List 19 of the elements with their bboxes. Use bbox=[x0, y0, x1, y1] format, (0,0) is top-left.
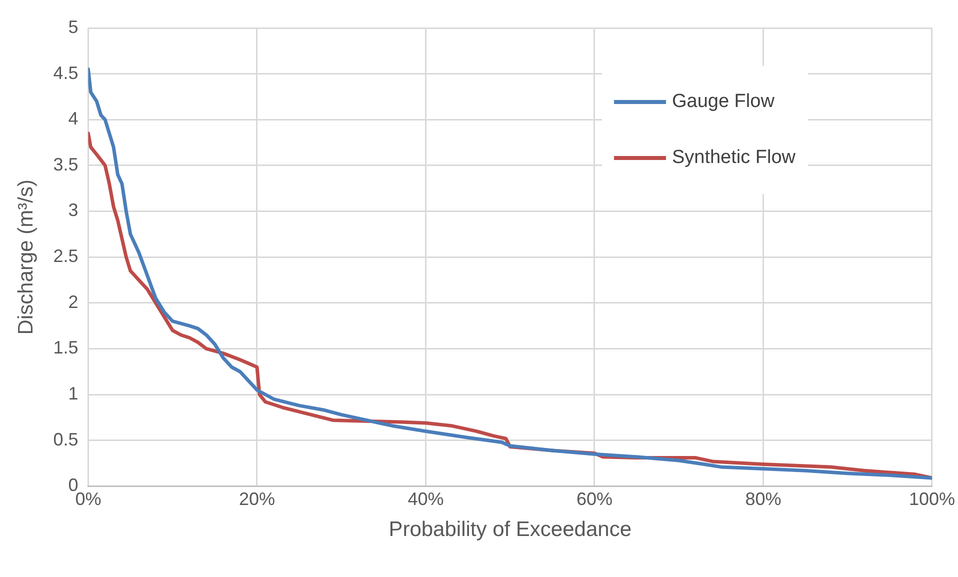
y-tick-label: 4 bbox=[68, 108, 78, 129]
y-tick-label: 3.5 bbox=[53, 154, 78, 174]
y-axis-title: Discharge (m³/s) bbox=[14, 180, 38, 335]
x-tick-label: 40% bbox=[408, 488, 444, 509]
x-tick-label: 20% bbox=[238, 488, 275, 509]
y-tick-label: 4.5 bbox=[53, 62, 78, 83]
y-tick-label: 3 bbox=[68, 200, 78, 220]
x-tick-label: 80% bbox=[745, 488, 782, 509]
y-tick-label: 0.5 bbox=[53, 429, 78, 450]
y-tick-label: 2.5 bbox=[53, 246, 78, 266]
y-tick-label: 2 bbox=[68, 292, 78, 312]
y-tick-label: 1.5 bbox=[53, 338, 78, 358]
x-tick-label: 100% bbox=[908, 488, 956, 509]
x-tick-label: 60% bbox=[576, 488, 612, 509]
y-tick-label: 1 bbox=[68, 384, 78, 404]
legend-label: Gauge Flow bbox=[672, 91, 774, 113]
legend-label: Synthetic Flow bbox=[672, 147, 796, 169]
x-axis-title: Probability of Exceedance bbox=[388, 518, 632, 542]
y-tick-label: 5 bbox=[68, 16, 78, 37]
